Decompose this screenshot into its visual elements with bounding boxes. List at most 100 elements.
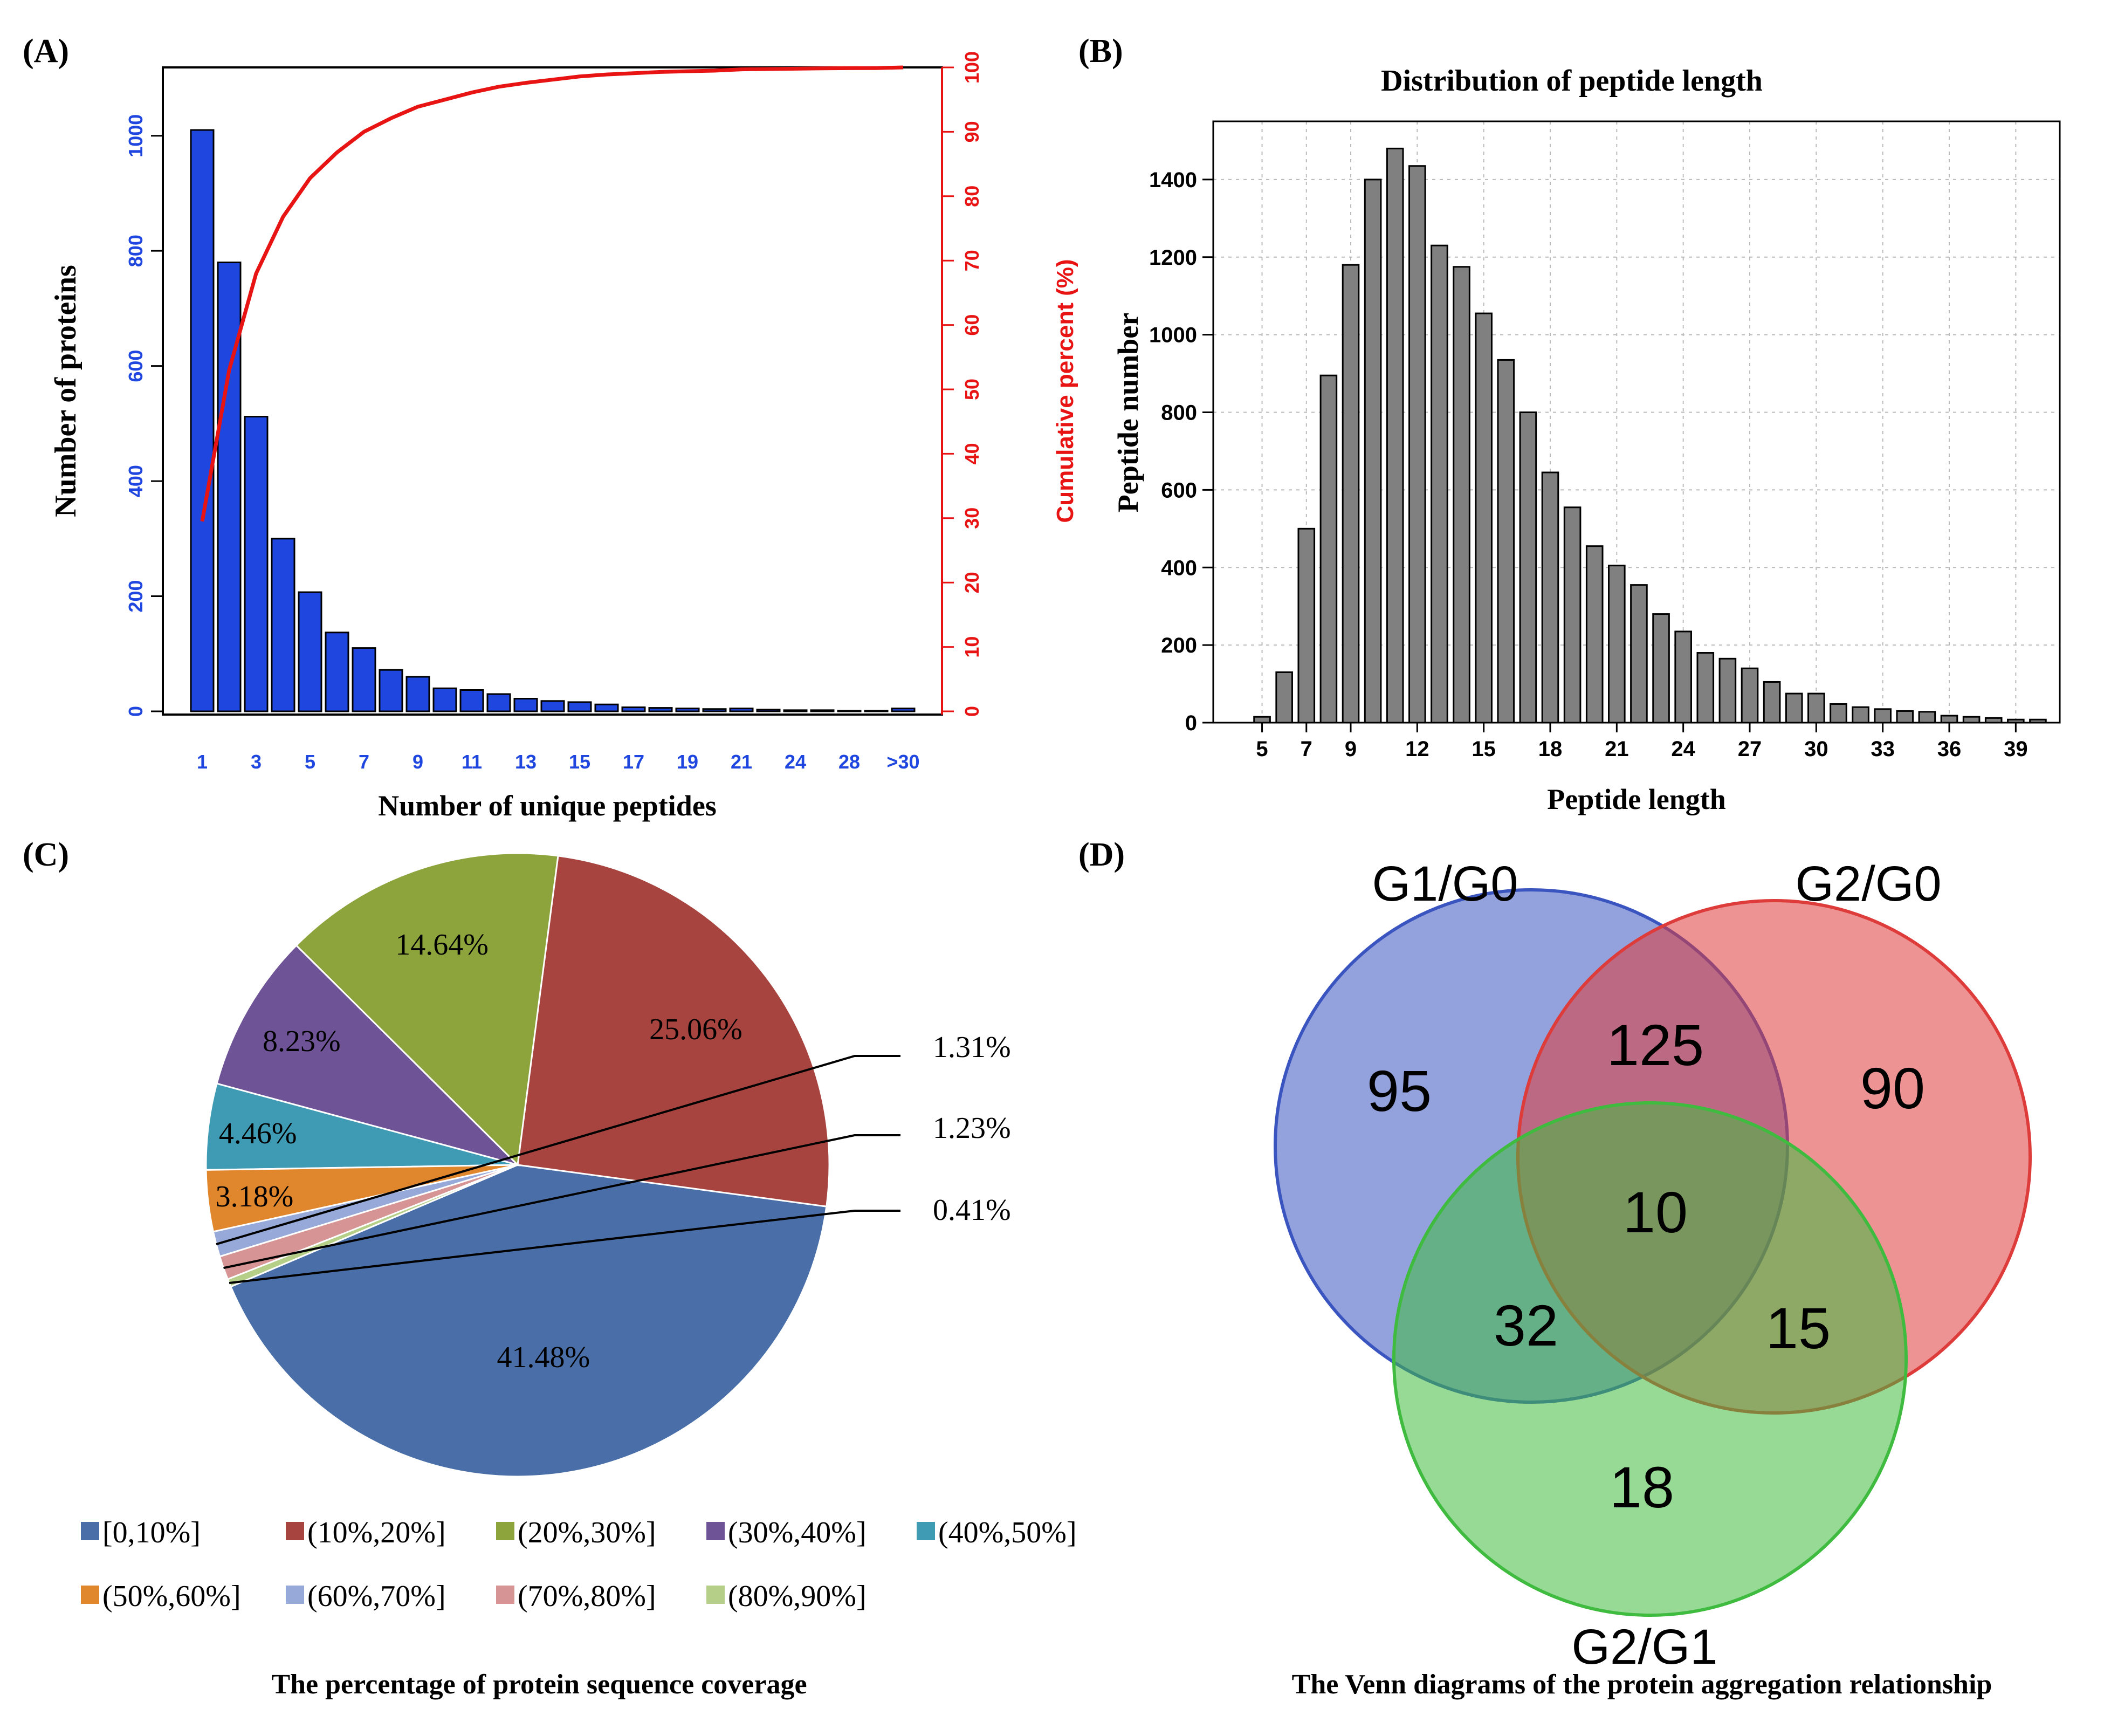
bar-length-15 (1475, 312, 1493, 724)
panel-a-label: (A) (23, 33, 69, 70)
right-tick-label-20: 20 (961, 572, 983, 593)
y-tick-label-1200: 1200 (1149, 246, 1197, 270)
bar-length-7 (1297, 527, 1316, 724)
pie-value-label-7: 1.23% (933, 1111, 1011, 1145)
left-tick-label-200: 200 (125, 580, 147, 613)
bar-length-36 (1940, 715, 1958, 724)
x-tick-label-7: 7 (359, 751, 369, 773)
pie-value-label-5: 3.18% (216, 1180, 294, 1213)
x-tick-label-13: 13 (515, 751, 537, 773)
bar-15 (567, 701, 592, 712)
pie-value-label-4: 4.46% (219, 1117, 297, 1150)
panel-c-pie-chart: (C) 41.48% 25.06% 14.64% 8.23% 4.46% 3.18% 1.3… (23, 836, 1077, 1700)
legend-swatch-2 (496, 1522, 514, 1540)
legend-swatch-0 (81, 1522, 99, 1540)
legend-label-6: (60%,70%] (307, 1580, 446, 1613)
left-tick-label-0: 0 (125, 706, 147, 717)
x-tick-label-15: 15 (1472, 737, 1496, 761)
x-tick-label-28: 28 (838, 751, 860, 773)
y-tick-label-200: 200 (1161, 634, 1197, 657)
x-tick-label->30: >30 (886, 751, 919, 773)
y-tick-label-800: 800 (1161, 401, 1197, 425)
bar-length-20 (1585, 545, 1604, 724)
panel-a-x-axis-label: Number of unique peptides (378, 790, 717, 822)
bar-21 (729, 708, 754, 712)
pie-value-label-1: 25.06% (649, 1013, 742, 1046)
bar->30 (891, 708, 916, 712)
bar-length-10 (1364, 179, 1382, 724)
pie-slice-2 (295, 852, 559, 1167)
venn-count-only-g3: 18 (1610, 1454, 1674, 1520)
cumulative-percent-line (200, 65, 904, 522)
x-tick-label-30: 30 (1804, 737, 1828, 761)
pie-value-label-0: 41.48% (497, 1341, 590, 1374)
bar-length-33 (1874, 708, 1892, 724)
right-tick-label-40: 40 (961, 443, 983, 464)
bar-length-35 (1918, 711, 1936, 724)
bar-1 (190, 129, 215, 712)
bar-length-25 (1696, 652, 1715, 724)
x-tick-label-24: 24 (1671, 737, 1695, 761)
legend-label-2: (20%,30%] (518, 1516, 656, 1549)
bar-9 (405, 676, 430, 712)
x-tick-label-1: 1 (197, 751, 208, 773)
x-tick-label-15: 15 (569, 751, 590, 773)
left-tick-label-800: 800 (125, 235, 147, 267)
bar-17 (621, 706, 646, 712)
bar-length-28 (1763, 681, 1781, 724)
x-tick-label-39: 39 (2004, 737, 2028, 761)
bar-length-24 (1674, 630, 1692, 724)
bar-length-16 (1497, 359, 1515, 724)
bar-length-18 (1541, 471, 1559, 724)
bar-length-31 (1830, 703, 1847, 724)
right-tick-label-60: 60 (961, 314, 983, 336)
bar-10 (432, 687, 457, 712)
bar-24 (783, 709, 808, 712)
pie-slice-4 (205, 1082, 518, 1171)
legend-swatch-3 (706, 1522, 725, 1540)
bar-22 (756, 709, 781, 712)
venn-count-only-g1: 95 (1367, 1058, 1432, 1123)
legend-swatch-4 (917, 1522, 935, 1540)
x-tick-label-33: 33 (1871, 737, 1895, 761)
legend-swatch-7 (496, 1586, 514, 1604)
right-tick-label-30: 30 (961, 507, 983, 529)
x-tick-label-5: 5 (305, 751, 315, 773)
venn-count-all: 10 (1623, 1179, 1688, 1245)
legend-swatch-5 (81, 1586, 99, 1604)
panel-b-y-axis-label: Peptide number (1112, 313, 1144, 513)
bar-11 (459, 689, 484, 712)
right-tick-label-100: 100 (961, 51, 983, 84)
pie-value-label-8: 0.41% (933, 1193, 1011, 1227)
x-tick-label-9: 9 (1345, 737, 1357, 761)
legend-label-4: (40%,50%] (938, 1516, 1077, 1549)
panel-b-label: (B) (1078, 33, 1123, 70)
y-tick-label-400: 400 (1161, 556, 1197, 580)
bar-length-26 (1718, 657, 1737, 724)
panel-a-bar-chart: (A) 0 200 400 600 800 1000 0 10 20 30 40 50 60 70 80 9… (23, 33, 1078, 822)
bar-length-9 (1342, 264, 1360, 724)
bar-length-34 (1896, 710, 1914, 724)
bar-length-12 (1408, 165, 1426, 724)
y-tick-label-1000: 1000 (1149, 324, 1197, 347)
venn-count-only-g2: 90 (1860, 1055, 1925, 1121)
x-tick-label-5: 5 (1256, 737, 1268, 761)
x-tick-label-17: 17 (623, 751, 644, 773)
bar-4 (271, 538, 295, 712)
x-tick-label-9: 9 (412, 751, 423, 773)
pie-leader-line-8 (229, 1210, 900, 1284)
panel-c-title: The percentage of protein sequence cover… (271, 1669, 807, 1700)
right-tick-label-50: 50 (961, 379, 983, 400)
y-tick-label-600: 600 (1161, 478, 1197, 502)
legend-label-7: (70%,80%] (518, 1580, 656, 1613)
legend-label-1: (10%,20%] (307, 1516, 446, 1549)
bar-12 (486, 693, 511, 712)
panel-d-label: (D) (1078, 836, 1125, 873)
panel-b-plot-frame (1212, 120, 2061, 724)
bar-length-27 (1741, 667, 1759, 724)
x-tick-label-19: 19 (677, 751, 698, 773)
bar-length-32 (1852, 706, 1869, 724)
bar-8 (379, 669, 403, 712)
panel-d-venn-diagram: (D) G1/G0 G2/G0 G2/G1 95 90 125 10 32 15… (1078, 836, 2032, 1700)
venn-set-label-g1-g0: G1/G0 (1372, 856, 1518, 911)
